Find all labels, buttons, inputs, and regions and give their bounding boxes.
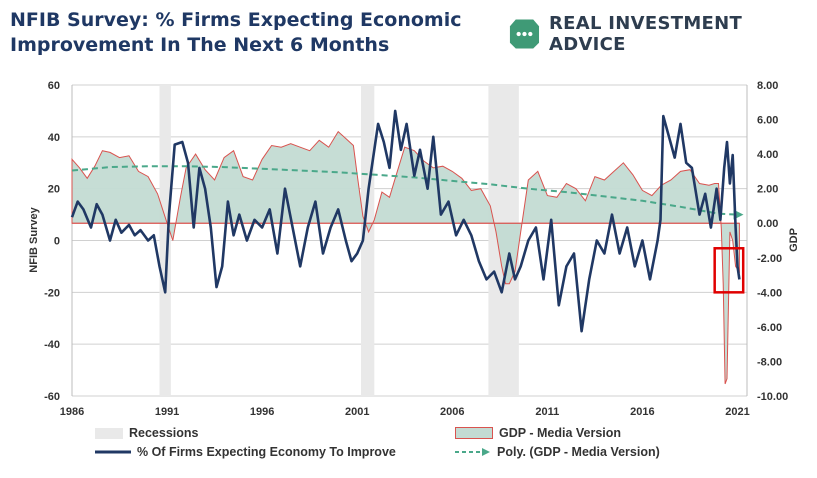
recession-band [361,85,375,396]
y-tick-label: 40 [48,132,60,144]
x-tick-label: 2021 [725,406,749,418]
y-tick-label: -20 [44,287,60,299]
y-axis-label: NFIB Survey [28,206,40,272]
x-tick-label: 1991 [155,406,179,418]
y2-tick-label: -10.00 [757,391,788,403]
y2-tick-label: 4.00 [757,149,778,161]
brand-logo: REAL INVESTMENT ADVICE [508,13,817,55]
legend-label-gdp: GDP - Media Version [499,426,622,440]
x-tick-label: 2016 [630,406,654,418]
legend-label-nfib: % Of Firms Expecting Economy To Improve [137,445,396,459]
x-tick-label: 2001 [345,406,369,418]
x-tick-label: 1986 [60,406,84,418]
brand-name: REAL INVESTMENT ADVICE [548,13,743,55]
nfib-line [70,109,741,333]
highlight-box [713,247,745,294]
chart-title: NFIB Survey: % Firms Expecting Economic … [10,8,462,58]
legend-item-poly: Poly. (GDP - Media Version) [455,445,660,459]
y2-tick-label: -6.00 [757,322,782,334]
x-tick-label: 1996 [250,406,274,418]
y2-tick-label: 8.00 [757,80,778,92]
y-tick-label: 20 [48,184,60,196]
y2-tick-label: -8.00 [757,356,782,368]
legend-label-recessions: Recessions [129,426,199,440]
legend-item-recessions: Recessions [95,426,198,440]
y2-tick-label: 0.00 [757,218,778,230]
gdp-area [71,130,740,385]
y2-tick-label: -2.00 [757,253,782,265]
y-tick-label: -40 [44,339,60,351]
y-tick-label: 60 [48,80,60,92]
poly-trend-line [71,165,738,216]
axis-ticks: 60 40 20 0 -20 -40 -60 8.00 6.00 4.00 2.00 0.00 -2.0… [44,80,788,418]
chart-title-line2: Improvement In The Next 6 Months [10,34,390,56]
y-tick-label: -60 [44,391,60,403]
legend-swatch-poly [455,448,490,456]
legend-swatch-gdp [455,427,493,439]
legend-item-nfib: % Of Firms Expecting Economy To Improve [95,445,396,459]
highlight-box-rect [713,247,745,294]
gdp-area-series [71,130,740,385]
chart-title-line1: NFIB Survey: % Firms Expecting Economic [10,9,462,31]
legend-label-poly: Poly. (GDP - Media Version) [497,445,660,459]
y2-tick-label: 6.00 [757,115,778,127]
legend-item-gdp: GDP - Media Version [455,426,621,440]
recession-band [159,85,171,396]
x-tick-label: 2011 [535,406,559,418]
legend-swatch-nfib [95,450,131,454]
chat-bubble-icon [509,19,540,49]
y-tick-label: 0 [54,236,60,248]
y2-tick-label: 2.00 [757,184,778,196]
y2-axis-label: GDP [788,228,800,252]
nfib-line-series [70,109,741,333]
x-tick-label: 2006 [440,406,464,418]
y2-tick-label: -4.00 [757,287,782,299]
legend-swatch-recessions [95,427,123,439]
